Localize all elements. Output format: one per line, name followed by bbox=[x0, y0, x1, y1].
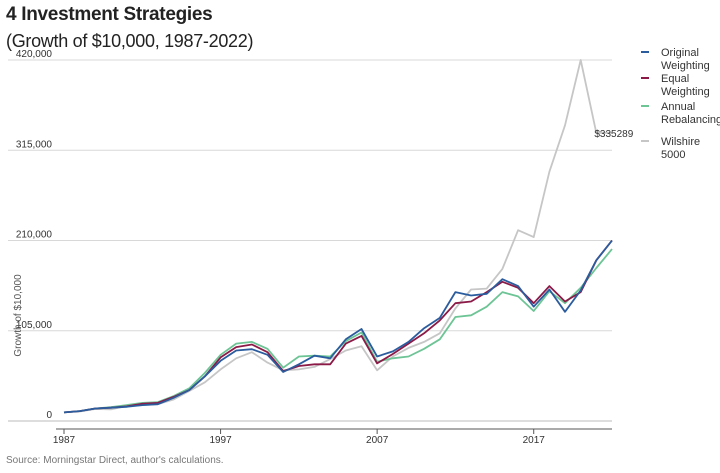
legend-label: Rebalancing bbox=[661, 114, 720, 126]
chart-subtitle: (Growth of $10,000, 1987-2022) bbox=[6, 31, 254, 51]
legend-label: Annual bbox=[661, 101, 695, 113]
legend-label: Weighting bbox=[661, 60, 710, 72]
series-line-wilshire-5000 bbox=[63, 59, 612, 414]
series-line-equal-weighting bbox=[63, 239, 613, 414]
annotation-label: $335289 bbox=[594, 129, 633, 140]
x-tick-label: 2007 bbox=[366, 435, 389, 446]
y-axis-label: Growth of $10,000 bbox=[13, 274, 24, 357]
y-tick-label: 420,000 bbox=[16, 49, 53, 60]
source-note: Source: Morningstar Direct, author's cal… bbox=[6, 455, 224, 466]
legend-label: Weighting bbox=[661, 86, 710, 98]
legend-label: Original bbox=[661, 47, 699, 59]
x-tick-label: 1987 bbox=[53, 435, 76, 446]
y-tick-label: 315,000 bbox=[16, 139, 53, 150]
legend-label: 5000 bbox=[661, 149, 685, 161]
y-tick-label: 105,000 bbox=[16, 320, 53, 331]
legend-label: Wilshire bbox=[661, 136, 700, 148]
x-tick-label: 1997 bbox=[209, 435, 232, 446]
x-tick-label: 2017 bbox=[523, 435, 546, 446]
y-tick-label: 210,000 bbox=[16, 230, 53, 241]
y-tick-label: 0 bbox=[46, 410, 52, 421]
series-line-original-weighting bbox=[63, 239, 613, 414]
legend-label: Equal bbox=[661, 73, 689, 85]
chart-title: 4 Investment Strategies bbox=[6, 4, 213, 25]
